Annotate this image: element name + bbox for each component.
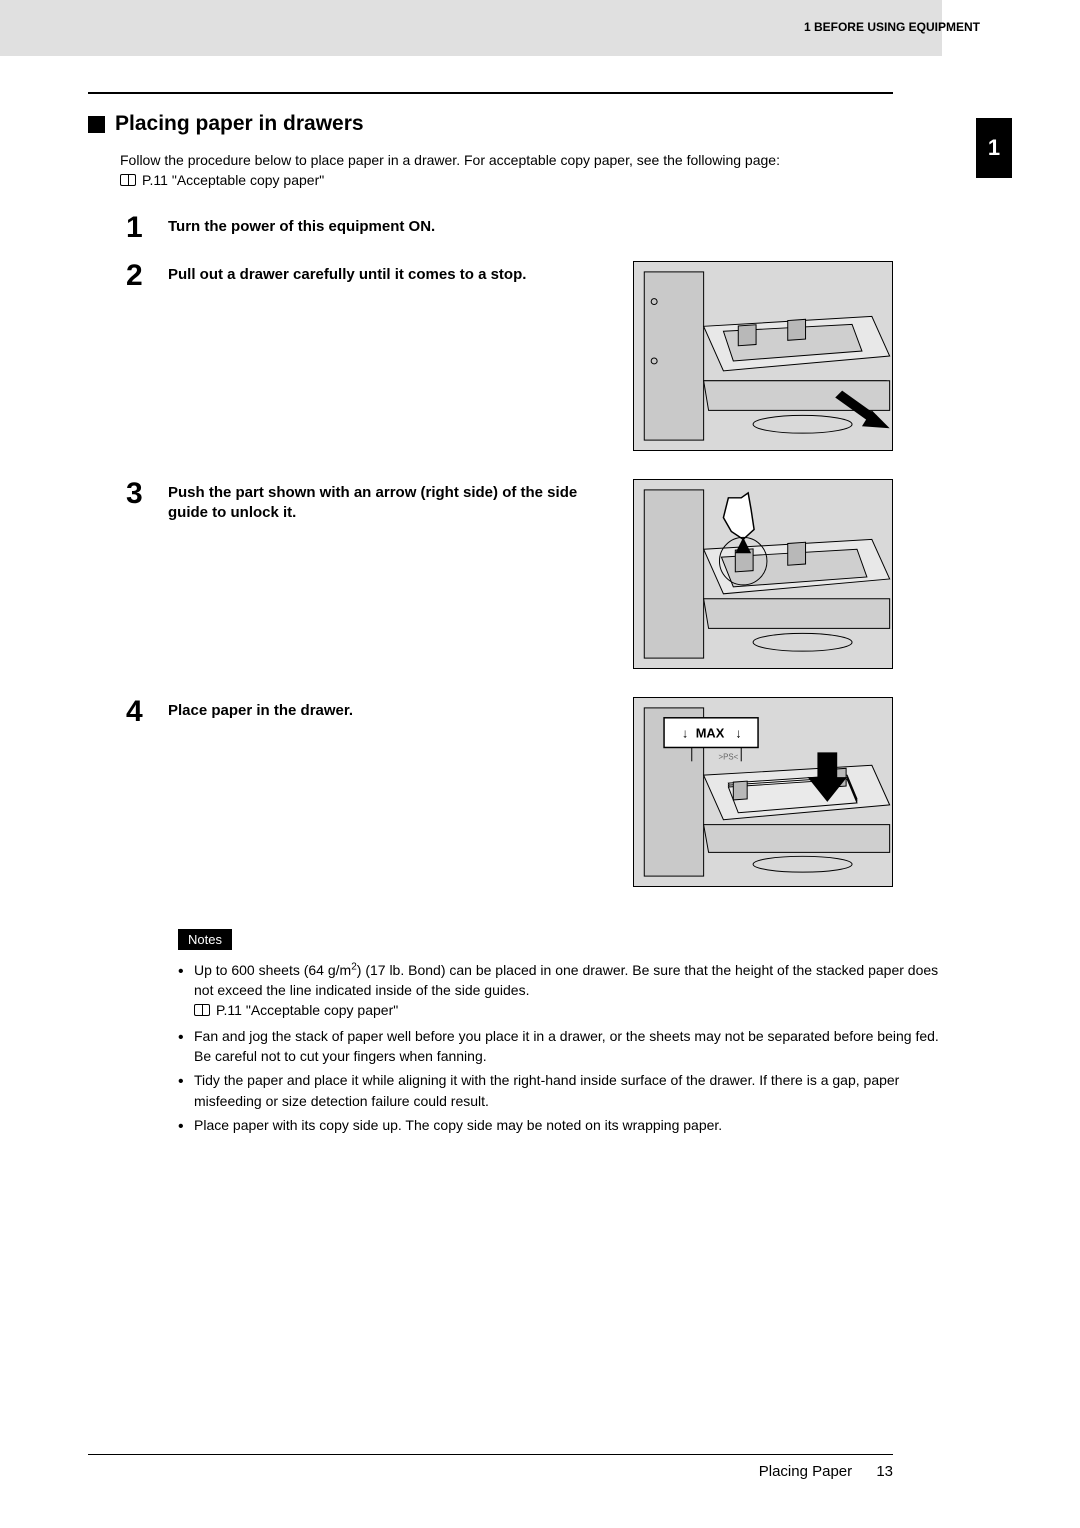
step-row: Turn the power of this equipment ON. [168,213,893,243]
chapter-tab: 1 [976,118,1012,178]
section-title-text: Placing paper in drawers [115,112,364,136]
step-title: Push the part shown with an arrow (right… [168,483,613,524]
step-body: Place paper in the drawer. [168,697,613,721]
notes-item: Tidy the paper and place it while aligni… [178,1070,948,1111]
notes-list: Up to 600 sheets (64 g/m2) (17 lb. Bond)… [178,960,948,1136]
book-icon [120,174,136,186]
footer-label: Placing Paper [759,1463,852,1480]
steps-list: 1 Turn the power of this equipment ON. 2 Pu… [126,213,893,897]
step-body: Push the part shown with an arrow (right… [168,479,613,524]
step: 2 Pull out a drawer carefully until it co… [126,261,893,461]
main-content: Placing paper in drawers Follow the proc… [88,92,893,1139]
header-chapter-label: 1 BEFORE USING EQUIPMENT [804,20,980,34]
step-row: Push the part shown with an arrow (right… [168,479,893,679]
notes-label: Notes [178,929,232,950]
square-bullet-icon [88,116,105,133]
step-number: 4 [126,697,150,897]
svg-text:↓: ↓ [735,725,741,740]
step-number: 2 [126,261,150,461]
step-body: Turn the power of this equipment ON. [168,213,893,237]
notes-item: Fan and jog the stack of paper well befo… [178,1026,948,1067]
step-number: 3 [126,479,150,679]
step-body: Pull out a drawer carefully until it com… [168,261,613,285]
svg-text:MAX: MAX [696,725,725,740]
footer-page-number: 13 [876,1463,893,1480]
step-row: Place paper in the drawer. ↓ MAX ↓ >PS< [168,697,893,897]
step-title: Pull out a drawer carefully until it com… [168,265,613,285]
step-title: Turn the power of this equipment ON. [168,217,628,237]
intro-ref-text: P.11 "Acceptable copy paper" [142,170,324,190]
step: 4Place paper in the drawer. ↓ MAX ↓ >PS< [126,697,893,897]
intro-text: Follow the procedure below to place pape… [120,150,893,170]
step-row: Pull out a drawer carefully until it com… [168,261,893,461]
note-ref-text: P.11 "Acceptable copy paper" [216,1000,398,1020]
step-illustration [633,479,893,669]
section-title: Placing paper in drawers [88,112,893,136]
section-intro: Follow the procedure below to place pape… [120,150,893,191]
section-rule [88,92,893,94]
intro-reference: P.11 "Acceptable copy paper" [120,170,893,190]
step-illustration: ↓ MAX ↓ >PS< [633,697,893,887]
svg-text:>PS<: >PS< [718,752,738,761]
notes-item: Place paper with its copy side up. The c… [178,1115,948,1135]
step-title: Place paper in the drawer. [168,701,613,721]
page-footer: Placing Paper 13 [88,1454,893,1480]
book-icon [194,1004,210,1016]
notes-section: Notes Up to 600 sheets (64 g/m2) (17 lb.… [178,929,948,1136]
step-number: 1 [126,213,150,243]
notes-item: Up to 600 sheets (64 g/m2) (17 lb. Bond)… [178,960,948,1022]
svg-text:↓: ↓ [682,725,688,740]
top-banner [0,0,942,56]
step: 1 Turn the power of this equipment ON. [126,213,893,243]
step-illustration [633,261,893,451]
step: 3 Push the part shown with an arrow (righ… [126,479,893,679]
